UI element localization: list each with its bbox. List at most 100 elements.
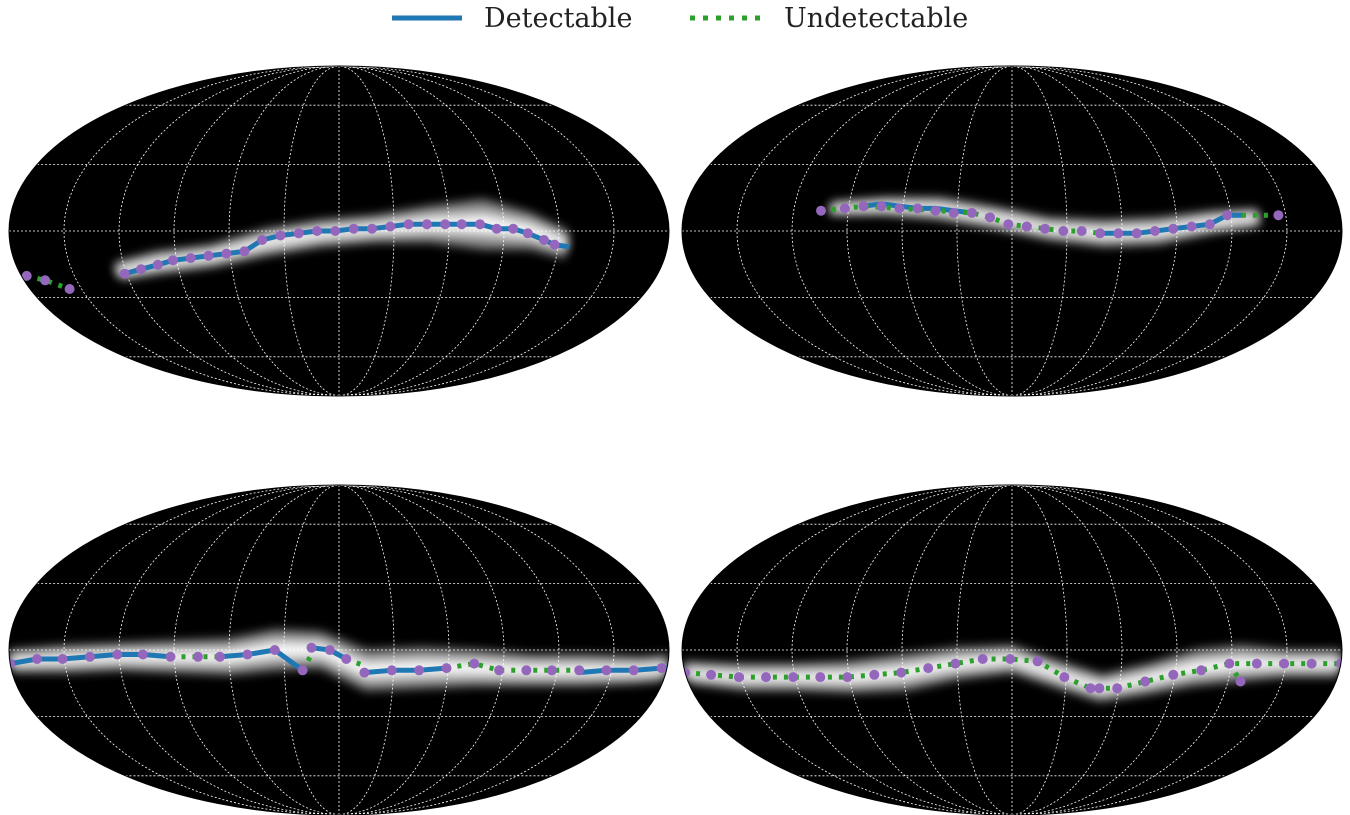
track-marker [1273, 210, 1284, 221]
track-marker [869, 669, 880, 680]
track-marker [816, 205, 826, 216]
track-marker [239, 246, 250, 257]
track-marker [1059, 672, 1070, 683]
meridian-line [1011, 485, 1178, 815]
track-marker [923, 663, 934, 674]
track-marker [1168, 669, 1179, 680]
meridian-line [338, 66, 505, 396]
track-marker [628, 665, 639, 676]
meridian-line [1011, 485, 1123, 815]
track-marker [1131, 228, 1142, 239]
sky-outline [681, 65, 1343, 397]
track-marker [136, 264, 146, 275]
sky-map-top-left [8, 65, 670, 397]
track-marker [203, 250, 214, 261]
track-marker [440, 219, 451, 230]
track-marker [876, 201, 887, 212]
track-marker [1196, 665, 1207, 676]
track-marker [733, 672, 744, 683]
track-marker [475, 219, 485, 230]
track-marker [57, 654, 68, 664]
emission-band-core [683, 652, 1342, 695]
track-marker [894, 203, 905, 214]
track-marker [386, 665, 397, 676]
sky-outline [681, 484, 1343, 815]
track-marker [912, 203, 923, 214]
track-marker [1040, 223, 1050, 234]
track-marker [1076, 226, 1087, 236]
sky-outline [8, 65, 670, 397]
track-marker [1222, 210, 1233, 221]
meridian-line [901, 66, 1013, 396]
sky-content [9, 485, 669, 815]
track-marker [1085, 683, 1096, 694]
meridian-line [1011, 66, 1233, 396]
meridian-line [846, 485, 1013, 815]
track-marker [348, 223, 359, 234]
track-marker [456, 219, 467, 230]
track-marker [193, 651, 203, 662]
track-marker [1150, 226, 1160, 236]
track-marker [761, 672, 771, 683]
track-marker [84, 651, 95, 662]
meridian-line [118, 485, 340, 815]
meridian-line [1011, 66, 1178, 396]
track-marker [421, 219, 432, 230]
meridian-line [338, 66, 560, 396]
track-marker [1058, 226, 1069, 236]
track-marker [494, 665, 505, 676]
track-marker [119, 268, 130, 279]
track-marker [137, 649, 148, 660]
meridian-line [791, 66, 1013, 396]
track-marker [1235, 676, 1246, 687]
track-marker [1140, 676, 1151, 687]
series-detectable-line [364, 665, 447, 676]
track-marker [403, 219, 414, 230]
track-marker [414, 665, 425, 676]
track-marker [441, 663, 452, 674]
meridian-line [228, 66, 340, 396]
track-marker [522, 228, 533, 239]
track-marker [574, 665, 585, 676]
legend-detectable-label: Detectable [484, 3, 632, 34]
track-marker [546, 665, 557, 676]
track-marker [1279, 658, 1290, 669]
meridian-line [228, 485, 340, 815]
track-marker [521, 665, 532, 676]
track-marker [491, 223, 502, 234]
track-marker [656, 663, 667, 674]
track-marker [539, 235, 549, 245]
sky-outline [8, 484, 670, 815]
track-marker [1003, 219, 1014, 230]
track-marker [469, 658, 480, 669]
track-marker [1095, 228, 1105, 239]
track-marker [165, 651, 176, 662]
meridian-line [173, 485, 340, 815]
graticule [9, 66, 669, 396]
track-marker [549, 239, 560, 250]
track-marker [948, 207, 959, 218]
track-marker [966, 207, 977, 218]
sky-content [682, 485, 1342, 815]
sky-content [9, 66, 669, 396]
track-marker [275, 230, 286, 241]
meridian-line [1011, 485, 1233, 815]
legend-undetectable-label: Undetectable [784, 3, 968, 34]
track-marker [64, 284, 75, 294]
graticule [682, 485, 1342, 815]
track-marker [269, 645, 280, 655]
track-marker [1005, 654, 1016, 664]
track-marker [950, 658, 961, 669]
emission-band-core [115, 213, 568, 276]
track-marker [1113, 228, 1124, 239]
track-marker [842, 672, 853, 683]
meridian-line [846, 66, 1013, 396]
track-marker [214, 651, 225, 662]
series-detectable-line [219, 647, 305, 673]
track-marker [601, 665, 612, 676]
track-marker [312, 226, 322, 236]
track-marker [242, 649, 253, 660]
track-marker [324, 645, 335, 655]
track-marker [385, 221, 396, 232]
